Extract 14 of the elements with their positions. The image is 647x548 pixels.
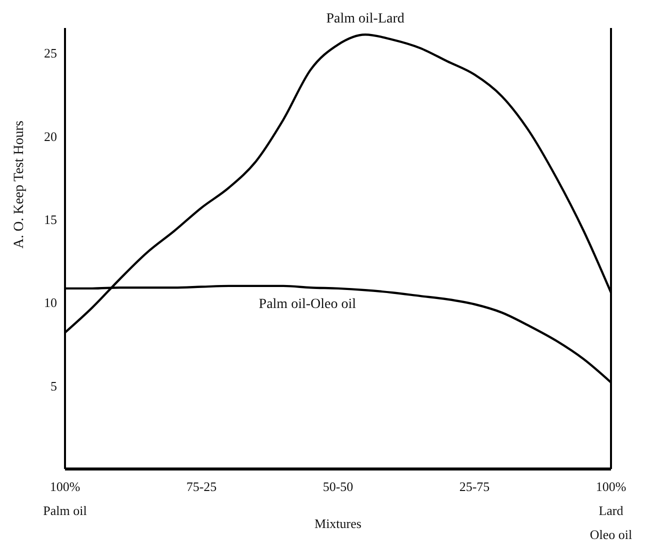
x-axis-title: Mixtures <box>314 516 362 531</box>
x-tick-label: 100% Lard Oleo oil <box>590 479 633 542</box>
y-tick-label: 20 <box>44 128 57 144</box>
series-label: Palm oil-Lard <box>326 12 404 27</box>
x-tick-label: 100% Palm oil <box>43 479 88 518</box>
y-axis-title: A. O. Keep Test Hours <box>12 120 27 248</box>
y-tick-label: 15 <box>44 212 57 227</box>
x-tick-label: 75-25 <box>186 479 217 494</box>
y-tick-label: 5 <box>50 378 57 394</box>
y-tick-label: 10 <box>44 295 57 310</box>
y-tick-label: 25 <box>44 46 57 61</box>
x-tick-label: 25-75 <box>459 479 490 494</box>
series-label: Palm oil-Oleo oil <box>258 296 356 312</box>
x-tick-label: 50-50 <box>322 479 354 494</box>
